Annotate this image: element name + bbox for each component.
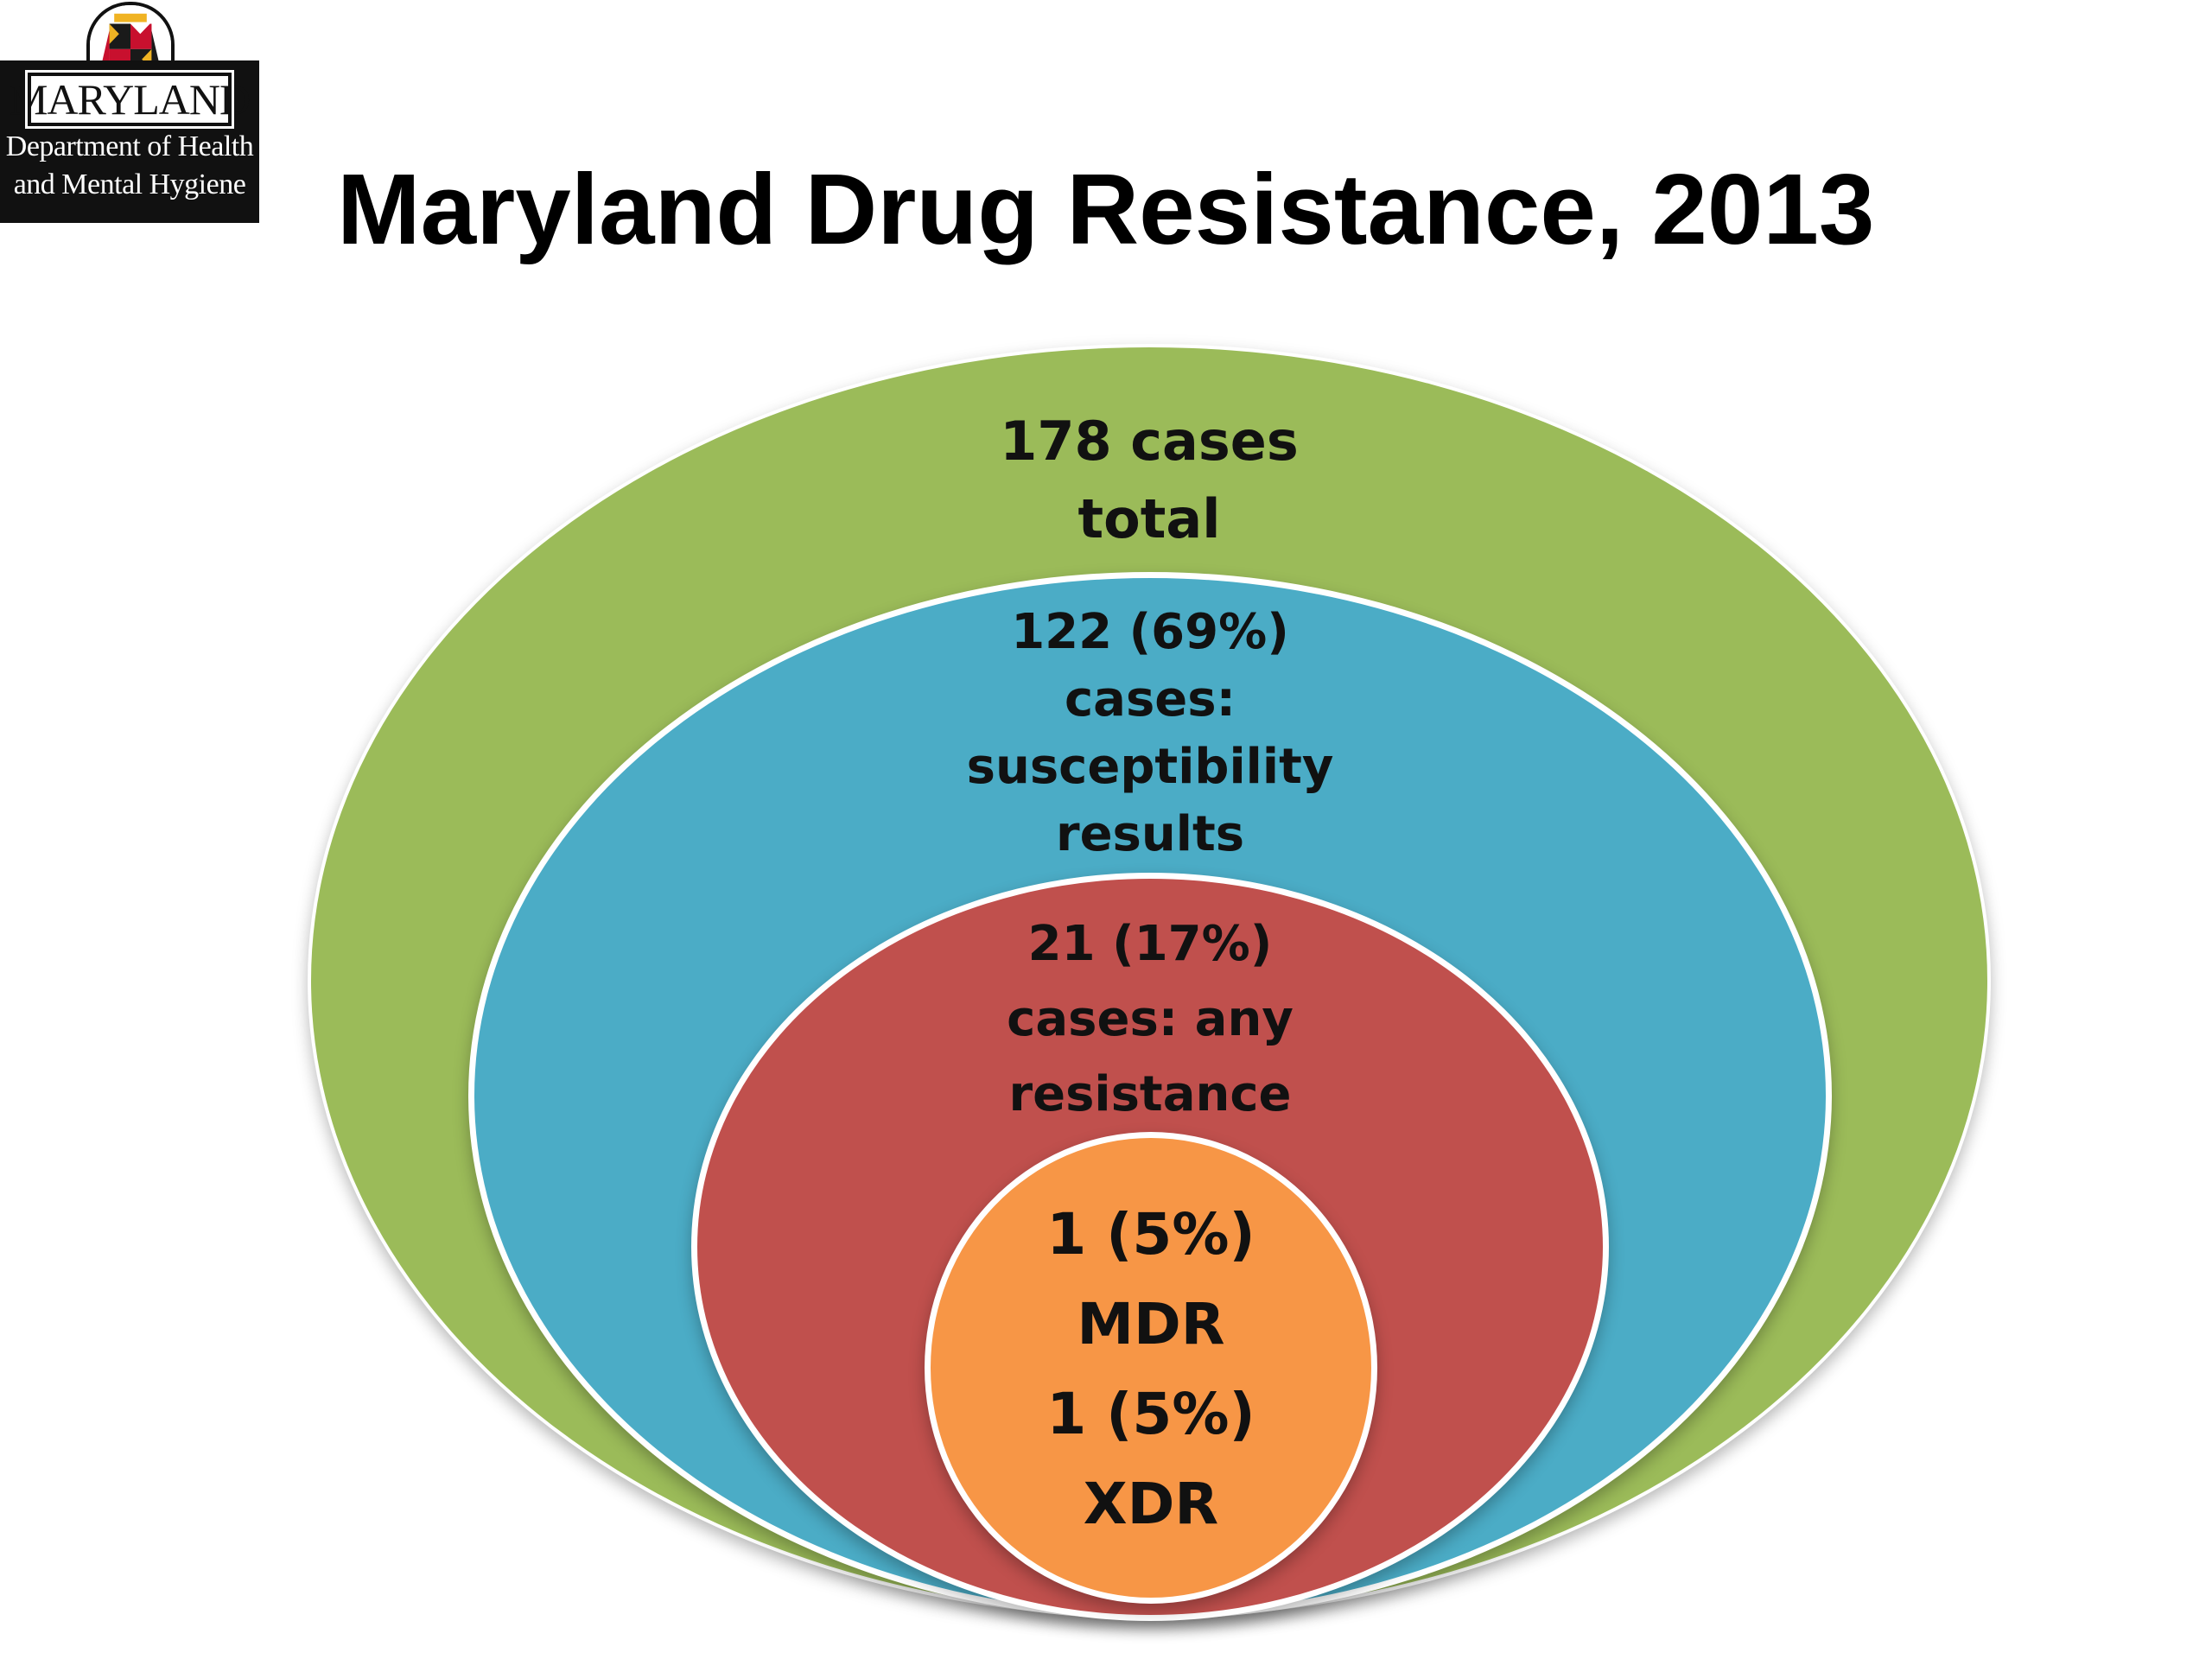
xdr-text: XDR bbox=[1083, 1471, 1219, 1537]
circle-mdr-xdr: 1 (5%) MDR 1 (5%) XDR bbox=[925, 1132, 1377, 1604]
logo-plate: MARYLAND Department of Health and Mental… bbox=[0, 60, 259, 223]
resistance-word-text: resistance bbox=[1008, 1066, 1292, 1122]
susceptibility-results-text: results bbox=[1055, 806, 1245, 862]
resistance-count-text: 21 (17%) bbox=[1027, 916, 1273, 972]
susceptibility-word-text: susceptibility bbox=[966, 739, 1334, 795]
resistance-cases-text: cases: any bbox=[1007, 991, 1294, 1047]
circle-resistance-label: 21 (17%) cases: any resistance bbox=[697, 906, 1603, 1132]
susceptibility-count-text: 122 (69%) bbox=[1011, 604, 1289, 660]
logo-line-department: Department of Health bbox=[5, 130, 254, 162]
logo-line-hygiene: and Mental Hygiene bbox=[13, 168, 246, 200]
agency-logo: MARYLAND Department of Health and Mental… bbox=[0, 0, 259, 223]
total-caption-text: total bbox=[1077, 487, 1221, 550]
xdr-count-text: 1 (5%) bbox=[1046, 1381, 1255, 1447]
mdr-count-text: 1 (5%) bbox=[1046, 1201, 1255, 1268]
total-count-text: 178 cases bbox=[1000, 410, 1299, 473]
circle-total-label: 178 cases total bbox=[311, 403, 1987, 558]
circle-mdr-xdr-label: 1 (5%) MDR 1 (5%) XDR bbox=[931, 1190, 1371, 1549]
circle-susceptibility-label: 122 (69%) cases: susceptibility results bbox=[474, 599, 1826, 868]
page-title: Maryland Drug Resistance, 2013 bbox=[337, 153, 1875, 265]
logo-name: MARYLAND bbox=[10, 70, 251, 129]
susceptibility-cases-text: cases: bbox=[1064, 671, 1236, 728]
mdr-text: MDR bbox=[1077, 1291, 1225, 1357]
